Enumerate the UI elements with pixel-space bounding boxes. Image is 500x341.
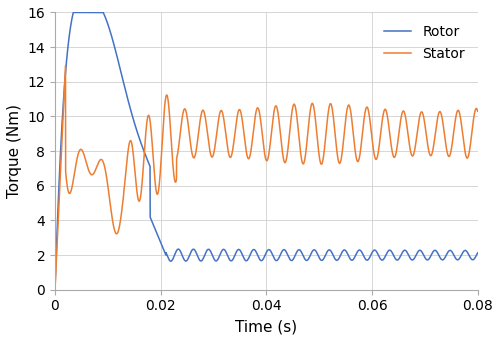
Rotor <box>366 257 372 262</box>
Stator <box>205 136 211 140</box>
Line: Rotor: Rotor <box>55 12 478 290</box>
Stator <box>388 142 394 146</box>
Stator <box>74 161 80 165</box>
Rotor <box>320 257 326 261</box>
Stator <box>474 109 480 113</box>
Rotor <box>70 10 76 14</box>
Y-axis label: Torque (Nm): Torque (Nm) <box>7 104 22 198</box>
Stator <box>366 108 372 113</box>
Stator <box>62 63 68 68</box>
Line: Stator: Stator <box>55 65 478 290</box>
X-axis label: Time (s): Time (s) <box>236 319 298 334</box>
Rotor <box>302 257 308 262</box>
Rotor <box>74 10 80 14</box>
Stator <box>302 155 308 160</box>
Stator <box>320 154 326 158</box>
Legend: Rotor, Stator: Rotor, Stator <box>378 19 470 67</box>
Stator <box>52 288 58 292</box>
Rotor <box>205 247 211 251</box>
Rotor <box>474 251 480 255</box>
Rotor <box>388 249 394 253</box>
Rotor <box>52 288 58 292</box>
